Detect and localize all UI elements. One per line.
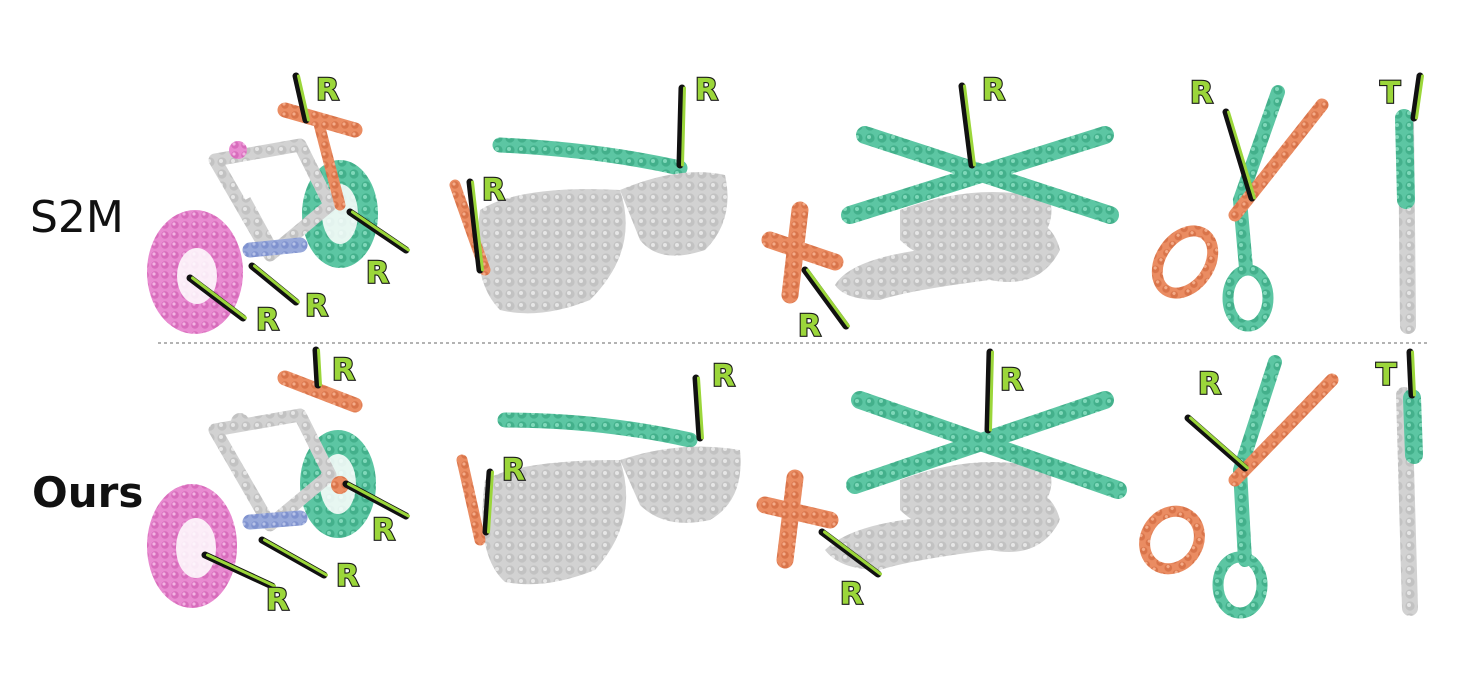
axis-marker-helicopter-s2m-tail: R — [797, 266, 850, 345]
axis-marker-bicycle-s2m-rear: R — [186, 274, 280, 339]
rotation-label: R — [336, 559, 359, 594]
axis-line-outline — [186, 274, 247, 322]
axis-line — [806, 268, 850, 328]
rotation-label: R — [305, 289, 328, 324]
axis-line-outline — [482, 468, 494, 536]
eyeglasses-s2m — [449, 137, 728, 314]
axis-marker-bicycle-ours-front: R — [342, 480, 410, 549]
axis-line-outline — [292, 72, 310, 124]
eyeglasses-ours — [456, 412, 741, 585]
helicopter-s2m — [761, 126, 1119, 304]
rotation-label: R — [1190, 76, 1213, 111]
axis-line — [206, 553, 276, 588]
axis-marker-helicopter-ours-top: R — [984, 348, 1024, 434]
row-label-ours: Ours — [32, 468, 144, 517]
axis-marker-scissors-ours: R — [1184, 366, 1249, 472]
axis-marker-eyeglasses-s2m-left: R — [466, 172, 506, 274]
axis-line-outline — [692, 374, 704, 442]
axis-line — [989, 350, 994, 432]
rotation-label: R — [482, 173, 505, 208]
pen-s2m — [1395, 109, 1416, 334]
axis-marker-pen-s2m: T — [1379, 72, 1424, 122]
axis-line — [1411, 350, 1416, 397]
axis-line — [297, 74, 310, 122]
pen-ours — [1396, 387, 1423, 616]
axis-line-outline — [466, 178, 484, 274]
rotation-label: R — [366, 256, 389, 291]
rotation-label: R — [840, 577, 863, 612]
axis-line-outline — [801, 266, 850, 330]
axis-line — [347, 482, 410, 518]
axis-line — [963, 84, 976, 167]
rotation-label: R — [502, 453, 525, 488]
axis-marker-bicycle-ours-rear: R — [201, 551, 290, 619]
axis-line-outline — [1222, 108, 1256, 202]
axis-line — [317, 348, 322, 387]
axis-marker-eyeglasses-s2m-right: R — [676, 72, 719, 169]
axis-marker-eyeglasses-ours-right: R — [692, 358, 736, 442]
rotation-label: R — [372, 513, 395, 548]
axis-line-outline — [958, 82, 976, 169]
rotation-label: R — [1198, 367, 1221, 402]
row-label-s2m: S2M — [30, 192, 124, 243]
bicycle-ours — [147, 370, 376, 608]
rotation-label: R — [266, 583, 289, 618]
axis-marker-bicycle-s2m-top: R — [292, 72, 340, 124]
axis-marker-bicycle-s2m-mid: R — [248, 262, 329, 325]
translation-label: T — [1380, 76, 1401, 111]
axis-marker-bicycle-s2m-front: R — [346, 208, 410, 292]
axis-marker-helicopter-ours-tail: R — [818, 528, 882, 613]
axis-line — [487, 470, 494, 534]
axis-line — [471, 180, 484, 272]
rotation-label: R — [256, 303, 279, 338]
scissors-ours — [1139, 355, 1339, 619]
rotation-label: R — [316, 73, 339, 108]
axis-line-outline — [1184, 414, 1249, 472]
rotation-label: R — [712, 359, 735, 394]
axis-marker-helicopter-s2m-top: R — [958, 72, 1006, 169]
rotation-label: R — [695, 73, 718, 108]
axis-line — [1227, 110, 1256, 200]
rotation-label: R — [798, 309, 821, 344]
axis-line-outline — [1410, 72, 1424, 122]
axis-marker-bicycle-ours-top: R — [312, 346, 356, 389]
axis-line-outline — [984, 348, 994, 434]
rotation-label: R — [1000, 363, 1023, 398]
axis-line — [681, 86, 686, 167]
translation-label: T — [1376, 358, 1397, 393]
axis-marker-pen-ours: T — [1375, 348, 1416, 399]
axis-line — [697, 376, 704, 440]
axis-line-outline — [312, 346, 322, 389]
axis-line — [351, 210, 410, 252]
axis-line — [823, 530, 882, 576]
helicopter-ours — [756, 391, 1127, 570]
axis-line — [263, 538, 328, 577]
axis-marker-scissors-s2m: R — [1189, 75, 1256, 202]
rotation-label: R — [332, 353, 355, 388]
axis-line — [191, 276, 247, 320]
axis-line-outline — [676, 84, 686, 169]
axis-line — [1415, 74, 1424, 120]
axis-line — [253, 264, 300, 304]
rotation-label: R — [982, 73, 1005, 108]
axis-line-outline — [248, 262, 300, 306]
axis-marker-bicycle-ours-mid: R — [258, 536, 360, 595]
axis-line-outline — [1406, 348, 1416, 399]
bicycle-s2m — [147, 102, 378, 334]
axis-marker-eyeglasses-ours-left: R — [482, 452, 526, 536]
axis-line — [1189, 416, 1249, 470]
